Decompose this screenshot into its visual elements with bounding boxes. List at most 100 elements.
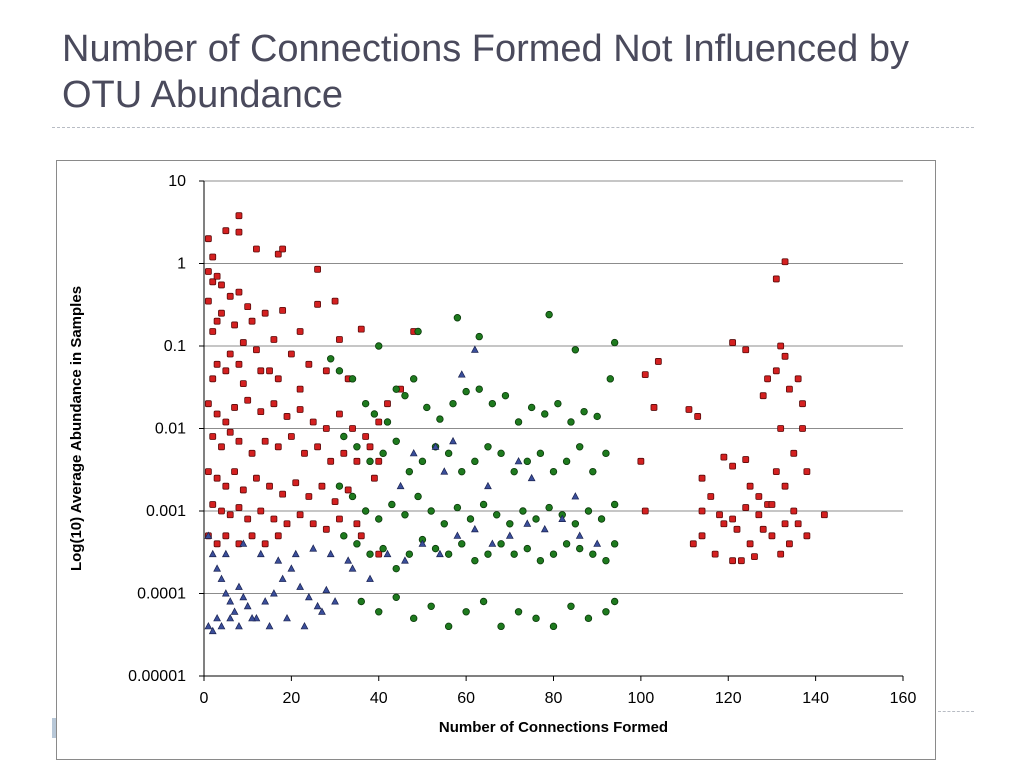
data-point-circle — [597, 515, 606, 523]
data-point-triangle — [523, 519, 532, 527]
y-tick-label: 0.001 — [146, 503, 186, 520]
data-point-triangle — [401, 556, 409, 564]
data-point-square — [296, 385, 304, 393]
data-point-square — [218, 281, 225, 289]
data-point-square — [694, 413, 702, 420]
data-point-circle — [366, 550, 374, 558]
data-point-triangle — [326, 549, 335, 558]
data-point-square — [759, 525, 767, 533]
data-point-circle — [479, 597, 488, 606]
data-point-triangle — [484, 481, 492, 490]
data-point-square — [235, 504, 243, 511]
data-point-circle — [348, 492, 357, 501]
data-point-circle — [523, 457, 531, 466]
data-point-square — [755, 511, 763, 519]
data-point-square — [209, 375, 217, 383]
data-point-square — [274, 375, 282, 383]
data-point-square — [209, 433, 217, 440]
data-point-square — [820, 511, 828, 519]
data-point-circle — [427, 602, 435, 610]
data-point-triangle — [239, 539, 248, 547]
data-point-square — [253, 346, 260, 354]
data-point-square — [737, 557, 745, 565]
data-point-square — [226, 511, 234, 519]
data-point-square — [235, 360, 243, 368]
data-point-square — [257, 367, 265, 375]
data-point-square — [707, 493, 715, 500]
data-point-square — [327, 457, 335, 465]
data-point-square — [253, 245, 260, 253]
y-tick-label: 0.0001 — [137, 586, 186, 603]
data-point-circle — [571, 346, 580, 354]
data-point-square — [204, 468, 212, 476]
data-point-square — [336, 336, 343, 343]
data-point-circle — [366, 457, 374, 466]
data-point-square — [239, 486, 247, 494]
data-point-circle — [567, 602, 575, 610]
data-point-circle — [361, 399, 370, 408]
data-point-circle — [532, 614, 540, 623]
data-point-square — [204, 235, 212, 243]
data-point-square — [270, 515, 278, 523]
data-point-circle — [571, 520, 580, 528]
data-point-square — [764, 375, 771, 383]
data-point-circle — [453, 503, 462, 512]
data-point-circle — [340, 432, 348, 441]
data-point-square — [222, 532, 230, 540]
data-point-triangle — [239, 592, 248, 601]
data-point-triangle — [331, 597, 339, 605]
data-point-square — [729, 339, 737, 346]
data-point-square — [261, 540, 269, 548]
data-point-triangle — [540, 524, 549, 533]
x-tick-label: 120 — [715, 690, 742, 707]
data-point-circle — [405, 467, 414, 476]
data-point-square — [799, 400, 806, 408]
data-point-circle — [610, 597, 619, 606]
data-point-triangle — [309, 544, 318, 552]
data-point-circle — [436, 415, 444, 423]
data-point-circle — [536, 556, 545, 565]
data-point-triangle — [248, 613, 256, 622]
data-point-circle — [431, 544, 440, 553]
data-point-square — [274, 443, 282, 451]
data-point-square — [314, 300, 321, 308]
data-point-circle — [497, 540, 505, 548]
data-point-square — [218, 443, 225, 451]
data-point-triangle — [204, 531, 213, 539]
data-point-circle — [484, 550, 492, 558]
x-tick-label: 20 — [282, 690, 300, 707]
data-point-triangle — [283, 613, 291, 622]
data-point-square — [213, 272, 221, 280]
data-point-square — [366, 443, 374, 451]
data-point-triangle — [436, 549, 444, 558]
data-point-circle — [418, 457, 427, 466]
data-point-triangle — [527, 473, 536, 482]
data-point-circle — [466, 515, 475, 523]
x-tick-label: 60 — [457, 690, 475, 707]
data-point-triangle — [457, 370, 466, 378]
data-point-circle — [532, 515, 540, 523]
data-point-square — [270, 400, 278, 408]
data-point-square — [781, 520, 789, 528]
data-point-square — [244, 303, 252, 311]
data-point-circle — [383, 418, 392, 426]
data-point-triangle — [270, 589, 278, 597]
data-point-square — [239, 339, 247, 346]
data-point-square — [318, 482, 326, 490]
data-point-square — [283, 520, 291, 528]
data-point-square — [720, 520, 728, 528]
data-point-triangle — [575, 531, 584, 539]
data-point-square — [790, 449, 798, 457]
data-point-square — [231, 404, 238, 411]
data-point-square — [213, 410, 221, 418]
data-point-triangle — [265, 621, 274, 630]
data-point-triangle — [431, 442, 440, 450]
data-point-square — [375, 550, 383, 558]
data-point-square — [786, 385, 793, 393]
data-point-square — [357, 325, 365, 333]
data-point-square — [720, 453, 728, 461]
x-tick-label: 40 — [370, 690, 388, 707]
data-point-circle — [471, 457, 479, 466]
data-point-triangle — [296, 582, 304, 590]
data-point-circle — [379, 449, 387, 458]
